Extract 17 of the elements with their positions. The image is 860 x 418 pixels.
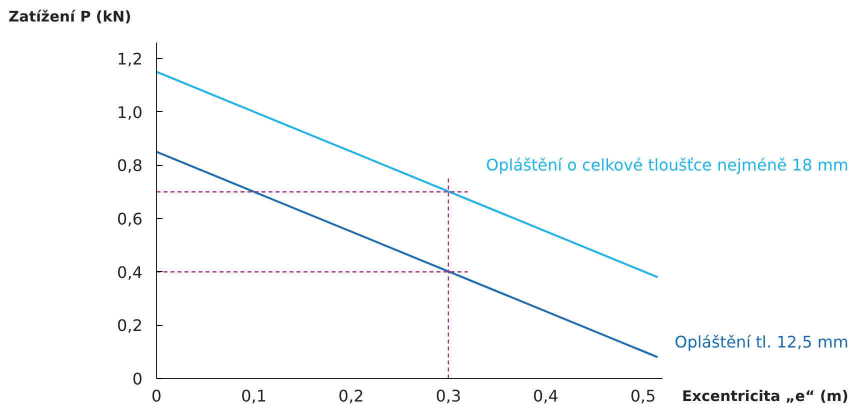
x-tick-label: 0,1 xyxy=(241,386,267,406)
series-label: Opláštění tl. 12,5 mm xyxy=(674,332,849,352)
y-tick-label: 0 xyxy=(132,370,143,388)
y-tick-label: 0,4 xyxy=(117,262,143,282)
x-axis-title: Excentricita „e“ (m) xyxy=(682,388,849,405)
y-tick-label: 0,2 xyxy=(117,316,143,336)
x-tick-label: 0,3 xyxy=(436,386,462,406)
x-tick-label: 0,5 xyxy=(630,386,656,406)
x-tick-label: 0,2 xyxy=(338,386,364,406)
y-tick-label: 1,0 xyxy=(117,102,143,122)
series-label: Opláštění o celkové tloušťce nejméně 18 mm xyxy=(486,156,848,175)
x-tick-label: 0,4 xyxy=(533,386,558,406)
y-tick-label: 0,8 xyxy=(117,156,143,176)
y-tick-label: 1,2 xyxy=(117,50,143,68)
y-axis-title: Zatížení P (kN) xyxy=(8,8,132,26)
y-tick-label: 0,6 xyxy=(117,210,143,228)
x-tick-label: 0 xyxy=(151,386,162,406)
